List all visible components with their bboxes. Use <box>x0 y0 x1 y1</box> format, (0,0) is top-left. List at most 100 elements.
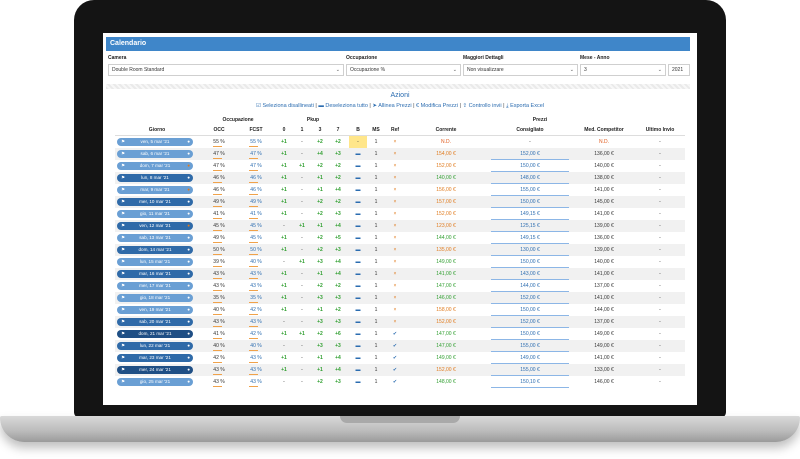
consigliato-cell[interactable]: 150,00 € <box>487 256 573 268</box>
consigliato-cell[interactable]: 150,00 € <box>487 160 573 172</box>
day-button[interactable]: ⚑ lun, 15 mar '21 ● <box>117 258 193 266</box>
megaphone-icon: ⚑ <box>121 355 126 360</box>
consigliato-cell[interactable]: 144,00 € <box>487 280 573 292</box>
consigliato-cell[interactable]: 148,00 € <box>487 172 573 184</box>
cross-icon: × <box>385 208 405 220</box>
comment-icon[interactable]: ● <box>187 331 190 336</box>
deseleziona-tutto-link[interactable]: Deseleziona tutto <box>325 103 368 109</box>
comment-icon[interactable]: ● <box>187 319 190 324</box>
consigliato-cell[interactable]: 130,00 € <box>487 244 573 256</box>
consigliato-cell-value: 150,00 € <box>520 199 540 205</box>
day-button[interactable]: ⚑ ven, 12 mar '21 ● <box>117 222 193 230</box>
day-button[interactable]: ⚑ sab, 20 mar '21 ● <box>117 318 193 326</box>
price-input-underline <box>491 387 569 388</box>
consigliato-cell[interactable]: 150,00 € <box>487 196 573 208</box>
table-row: ⚑ ven, 19 mar '21 ● 40 % 42 % +1 - +1 +2 ▬ 1 × 158,0… <box>115 304 685 316</box>
day-button[interactable]: ⚑ mer, 17 mar '21 ● <box>117 282 193 290</box>
consigliato-cell[interactable]: 150,10 € <box>487 376 573 388</box>
bed-icon: ▬ <box>355 187 361 193</box>
day-button[interactable]: ⚑ ven, 5 mar '21 ● <box>117 138 193 146</box>
esporta-excel-link[interactable]: Esporta Excel <box>510 103 544 109</box>
day-cell: ⚑ lun, 8 mar '21 ● <box>115 172 199 184</box>
table-row: ⚑ ven, 12 mar '21 ● 45 % 45 % - +1 +1 +4 ▬ 1 × 123,0… <box>115 220 685 232</box>
comment-icon[interactable]: ● <box>187 259 190 264</box>
comment-icon[interactable]: ● <box>187 235 190 240</box>
ms-header: MS <box>372 127 380 133</box>
occupazione-select[interactable]: Occupazione % ⌄ <box>346 64 461 76</box>
pkup-3-header: 3 <box>318 127 322 133</box>
month-select[interactable]: 3 ⌄ <box>580 64 666 76</box>
comment-icon[interactable]: ● <box>187 247 190 252</box>
fcst-bar <box>249 374 258 375</box>
comment-icon[interactable]: ● <box>187 139 190 144</box>
pkup-3-cell-value: +1 <box>317 271 323 277</box>
occ-cell: 49 % <box>201 232 237 244</box>
comment-icon[interactable]: ● <box>187 187 190 192</box>
comment-icon[interactable]: ● <box>187 379 190 384</box>
consigliato-cell[interactable]: 152,00 € <box>487 292 573 304</box>
comment-icon[interactable]: ● <box>187 211 190 216</box>
consigliato-cell[interactable]: 150,00 € <box>487 304 573 316</box>
consigliato-cell[interactable]: 152,00 € <box>487 148 573 160</box>
ultimo-invio-cell: - <box>635 280 685 292</box>
day-button[interactable]: ⚑ gio, 25 mar '21 ● <box>117 378 193 386</box>
comment-icon[interactable]: ● <box>187 175 190 180</box>
pkup-1-cell: +1 <box>293 220 311 232</box>
day-button[interactable]: ⚑ lun, 8 mar '21 ● <box>117 174 193 182</box>
day-button[interactable]: ⚑ mer, 10 mar '21 ● <box>117 198 193 206</box>
app-screen: Calendario Camera Double Room Standard ⌄… <box>103 33 697 405</box>
modifica-prezzi-link[interactable]: Modifica Prezzi <box>420 103 458 109</box>
day-button[interactable]: ⚑ mar, 9 mar '21 ● <box>117 186 193 194</box>
fcst-cell: 43 % <box>237 280 275 292</box>
day-button[interactable]: ⚑ gio, 11 mar '21 ● <box>117 210 193 218</box>
consigliato-cell[interactable]: 149,15 € <box>487 208 573 220</box>
comment-icon[interactable]: ● <box>187 283 190 288</box>
consigliato-cell[interactable]: 155,00 € <box>487 364 573 376</box>
maggiori-dettagli-select[interactable]: Non visualizzare ⌄ <box>463 64 578 76</box>
comment-icon[interactable]: ● <box>187 367 190 372</box>
comment-icon[interactable]: ● <box>187 271 190 276</box>
consigliato-cell[interactable]: 155,00 € <box>487 340 573 352</box>
comment-icon[interactable]: ● <box>187 151 190 156</box>
year-input[interactable]: 2021 <box>668 64 690 76</box>
day-button[interactable]: ⚑ gio, 18 mar '21 ● <box>117 294 193 302</box>
camera-select[interactable]: Double Room Standard ⌄ <box>108 64 344 76</box>
pkup-3-cell: +4 <box>311 148 329 160</box>
comment-icon[interactable]: ● <box>187 223 190 228</box>
pkup-0-cell: +1 <box>275 232 293 244</box>
day-button[interactable]: ⚑ mar, 23 mar '21 ● <box>117 354 193 362</box>
comment-icon[interactable]: ● <box>187 163 190 168</box>
corrente-cell-value: 123,00 € <box>436 223 456 229</box>
pkup-3-cell: +1 <box>311 184 329 196</box>
comment-icon[interactable]: ● <box>187 355 190 360</box>
day-button[interactable]: ⚑ lun, 22 mar '21 ● <box>117 342 193 350</box>
seleziona-disallineati-link[interactable]: Seleziona disallineati <box>262 103 314 109</box>
day-button[interactable]: ⚑ dom, 14 mar '21 ● <box>117 246 193 254</box>
controllo-invii-link[interactable]: Controllo invii <box>468 103 502 109</box>
comment-icon[interactable]: ● <box>187 343 190 348</box>
consigliato-cell[interactable]: 152,00 € <box>487 316 573 328</box>
day-button[interactable]: ⚑ sab, 13 mar '21 ● <box>117 234 193 242</box>
day-button[interactable]: ⚑ dom, 7 mar '21 ● <box>117 162 193 170</box>
day-label: lun, 8 mar '21 <box>141 175 169 180</box>
consigliato-cell[interactable]: 149,15 € <box>487 232 573 244</box>
consigliato-cell[interactable]: 149,00 € <box>487 352 573 364</box>
consigliato-cell[interactable]: 125,15 € <box>487 220 573 232</box>
consigliato-cell[interactable]: - <box>487 136 573 148</box>
corrente-cell-value: 144,00 € <box>436 235 456 241</box>
day-button[interactable]: ⚑ sab, 6 mar '21 ● <box>117 150 193 158</box>
consigliato-cell[interactable]: 155,00 € <box>487 184 573 196</box>
comment-icon[interactable]: ● <box>187 295 190 300</box>
comment-icon[interactable]: ● <box>187 307 190 312</box>
allinea-prezzi-link[interactable]: Allinea Prezzi <box>378 103 412 109</box>
pkup-7-cell: +3 <box>329 208 347 220</box>
day-button[interactable]: ⚑ mer, 24 mar '21 ● <box>117 366 193 374</box>
day-button[interactable]: ⚑ dom, 21 mar '21 ● <box>117 330 193 338</box>
comment-icon[interactable]: ● <box>187 199 190 204</box>
consigliato-cell[interactable]: 143,00 € <box>487 268 573 280</box>
day-button[interactable]: ⚑ ven, 19 mar '21 ● <box>117 306 193 314</box>
consigliato-cell[interactable]: 150,00 € <box>487 328 573 340</box>
fcst-cell-value: 43 % <box>250 283 262 289</box>
occ-cell-value: 55 % <box>213 139 225 145</box>
day-button[interactable]: ⚑ mar, 16 mar '21 ● <box>117 270 193 278</box>
